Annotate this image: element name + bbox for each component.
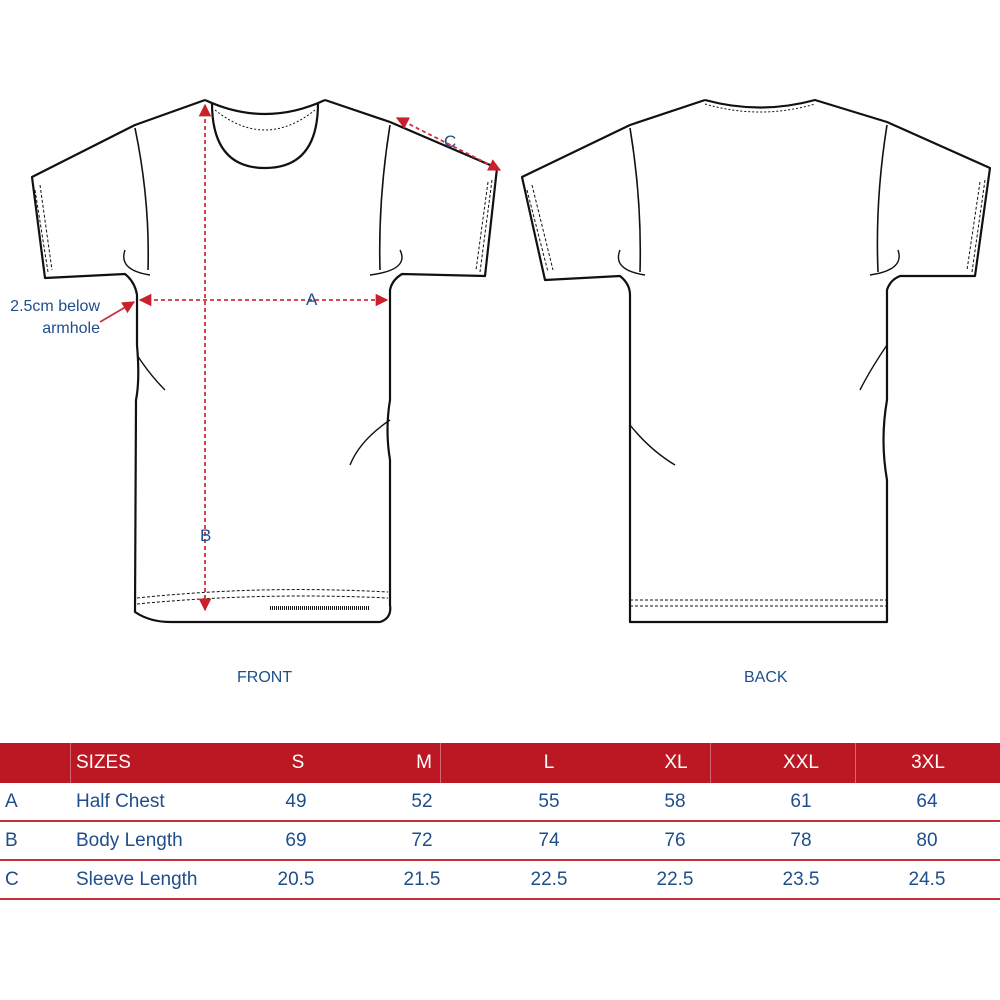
size-header: XXL [783,752,819,773]
note-pointer [99,301,136,323]
value-cell: 64 [916,790,938,812]
table-row: A Half Chest 49 52 55 58 61 64 [0,783,1000,822]
row-key: B [5,829,18,851]
value-cell: 52 [411,790,433,812]
table-header: SIZES S M L XL XXL 3XL [0,743,1000,783]
size-header: M [416,752,432,773]
measure-c-label: C [444,132,457,151]
table-row: C Sleeve Length 20.5 21.5 22.5 22.5 23.5… [0,861,1000,900]
value-cell: 22.5 [530,868,568,890]
front-tshirt-outline [30,98,499,624]
value-cell: 72 [411,829,433,851]
value-cell: 24.5 [908,868,946,890]
value-cell: 78 [790,829,812,851]
note-line-2: armhole [42,320,100,337]
measure-a-label: A [306,290,318,309]
size-header: XL [664,752,688,773]
table-row: B Body Length 69 72 74 76 78 80 [0,822,1000,861]
sizes-header: SIZES [76,752,131,773]
measure-b-label: B [200,526,212,545]
value-cell: 69 [285,829,307,851]
value-cell: 55 [538,790,560,812]
row-key: A [5,790,18,812]
value-cell: 21.5 [403,868,441,890]
row-key: C [5,868,19,890]
front-label: FRONT [237,669,293,686]
size-header: 3XL [911,752,945,773]
size-header: L [543,752,555,773]
size-table: SIZES S M L XL XXL 3XL A Half Chest 49 5… [0,743,1000,900]
row-name: Sleeve Length [76,868,198,890]
back-label: BACK [744,669,788,686]
measurement-lines [99,103,502,612]
value-cell: 74 [538,829,560,851]
row-name: Body Length [76,829,183,851]
value-cell: 20.5 [277,868,315,890]
value-cell: 58 [664,790,686,812]
measure-c-line [395,117,502,171]
note-line-1: 2.5cm below [10,298,100,315]
value-cell: 80 [916,829,938,851]
value-cell: 61 [790,790,812,812]
value-cell: 76 [664,829,686,851]
tshirt-diagrams [30,98,992,624]
value-cell: 49 [285,790,307,812]
value-cell: 22.5 [656,868,694,890]
value-cell: 23.5 [782,868,820,890]
row-name: Half Chest [76,790,165,812]
back-tshirt-outline [520,98,992,624]
size-header: S [291,752,305,773]
armhole-note: 2.5cm below armhole [0,296,100,340]
